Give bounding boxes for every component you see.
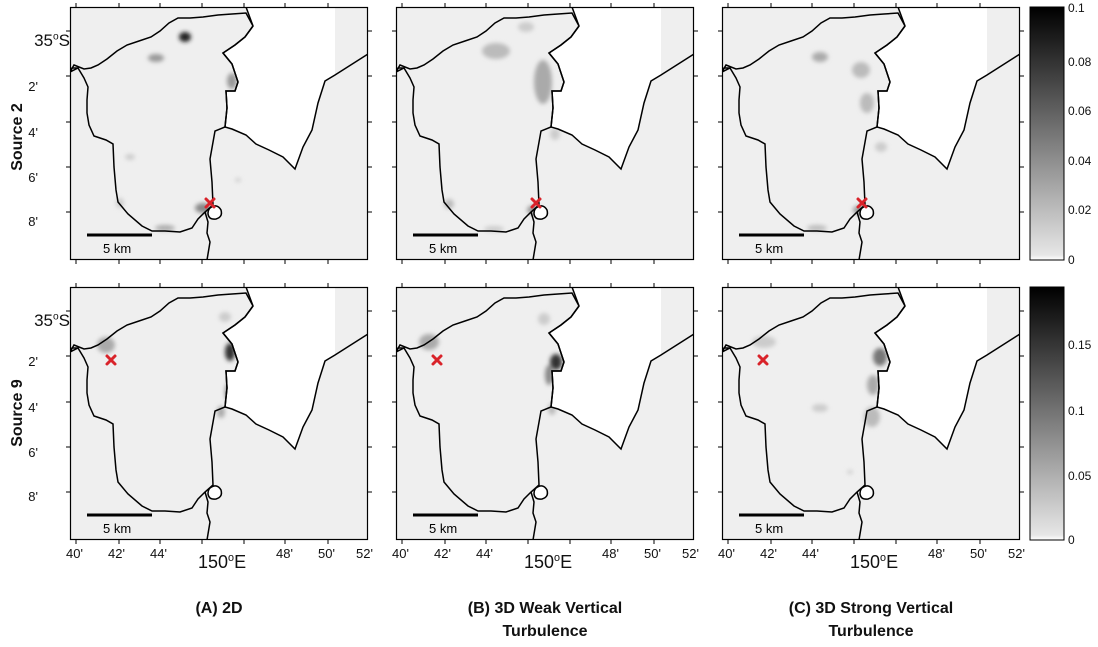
- lat-label-2-row1: 2': [28, 79, 38, 94]
- lon-label-50-col2: 50': [644, 546, 661, 561]
- lon-label-44-col1: 44': [150, 546, 167, 561]
- lat-label-4-row1: 4': [28, 125, 38, 140]
- panel-frame: [69, 286, 369, 541]
- lon-label-150e-col3: 150oE: [850, 552, 899, 572]
- scale-bar-label: 5 km: [103, 521, 131, 536]
- scale-bar-label: 5 km: [755, 521, 783, 536]
- lat-label-6-row1: 6': [28, 170, 38, 185]
- lat-label-2-row2: 2': [28, 354, 38, 369]
- panel-frame: [395, 286, 695, 541]
- lat-label-8-row1: 8': [28, 214, 38, 229]
- lon-label-42-col2: 42': [434, 546, 451, 561]
- source-marker-icon: [431, 354, 443, 366]
- lon-label-50-col3: 50': [970, 546, 987, 561]
- lat-label-6-row2: 6': [28, 445, 38, 460]
- cb2-tick-0: 0.15: [1068, 338, 1092, 352]
- source-marker-icon: [856, 197, 868, 209]
- lon-label-42-col3: 42': [760, 546, 777, 561]
- panel-frame: [69, 6, 369, 261]
- map-panel-r1-c3: 5 km: [718, 3, 1024, 264]
- caption-b-line2: Turbulence: [502, 623, 588, 640]
- cb1-tick-3: 0.04: [1068, 154, 1092, 168]
- lat-label-35s-row1: 35oS: [34, 31, 70, 50]
- colorbar-row2: [1029, 286, 1065, 541]
- cb1-tick-1: 0.08: [1068, 55, 1092, 69]
- map-panel-r2-c3: 5 km: [718, 283, 1024, 544]
- lon-label-42-col1: 42': [108, 546, 125, 561]
- cb1-tick-0: 0.1: [1068, 1, 1085, 15]
- cb1-tick-4: 0.02: [1068, 203, 1092, 217]
- scale-bar-label: 5 km: [429, 521, 457, 536]
- cb2-tick-3: 0: [1068, 533, 1075, 547]
- lon-label-44-col2: 44': [476, 546, 493, 561]
- lon-label-40-col2: 40': [392, 546, 409, 561]
- panel-frame: [721, 286, 1021, 541]
- caption-b: (B) 3D Weak Vertical Turbulence: [396, 597, 694, 643]
- lon-label-150e-col2: 150oE: [524, 552, 573, 572]
- caption-a-line1: (A) 2D: [195, 600, 243, 617]
- source-marker-icon: [105, 354, 117, 366]
- lat-label-35s-row2: 35oS: [34, 311, 70, 330]
- lon-label-48-col2: 48': [602, 546, 619, 561]
- source-marker-icon: [757, 354, 769, 366]
- lon-label-40-col1: 40': [66, 546, 83, 561]
- map-panel-r1-c1: 5 km: [66, 3, 372, 264]
- cb2-tick-1: 0.1: [1068, 404, 1085, 418]
- lon-label-48-col3: 48': [928, 546, 945, 561]
- caption-a: (A) 2D: [70, 597, 368, 620]
- lat-label-8-row2: 8': [28, 489, 38, 504]
- cb1-tick-5: 0: [1068, 253, 1075, 267]
- lon-label-52-col2: 52': [682, 546, 699, 561]
- panel-frame: [721, 6, 1021, 261]
- cb1-tick-2: 0.06: [1068, 104, 1092, 118]
- caption-b-line1: (B) 3D Weak Vertical: [467, 600, 623, 617]
- source-marker-icon: [204, 197, 216, 209]
- lon-label-48-col1: 48': [276, 546, 293, 561]
- map-panel-r2-c2: 5 km: [392, 283, 698, 544]
- scale-bar-label: 5 km: [755, 241, 783, 256]
- panel-frame: [395, 6, 695, 261]
- lon-label-52-col3: 52': [1008, 546, 1025, 561]
- lon-label-150e-col1: 150oE: [198, 552, 247, 572]
- cb2-tick-2: 0.05: [1068, 469, 1092, 483]
- scale-bar-label: 5 km: [429, 241, 457, 256]
- lat-label-4-row2: 4': [28, 400, 38, 415]
- lon-label-44-col3: 44': [802, 546, 819, 561]
- lon-label-52-col1: 52': [356, 546, 373, 561]
- lon-label-40-col3: 40': [718, 546, 735, 561]
- source-marker-icon: [530, 197, 542, 209]
- map-panel-r1-c2: 5 km: [392, 3, 698, 264]
- caption-c: (C) 3D Strong Vertical Turbulence: [722, 597, 1020, 643]
- scale-bar-label: 5 km: [103, 241, 131, 256]
- colorbar-row1: [1029, 6, 1065, 261]
- caption-c-line2: Turbulence: [828, 623, 914, 640]
- lon-label-50-col1: 50': [318, 546, 335, 561]
- caption-c-line1: (C) 3D Strong Vertical: [788, 600, 954, 617]
- map-panel-r2-c1: 5 km: [66, 283, 372, 544]
